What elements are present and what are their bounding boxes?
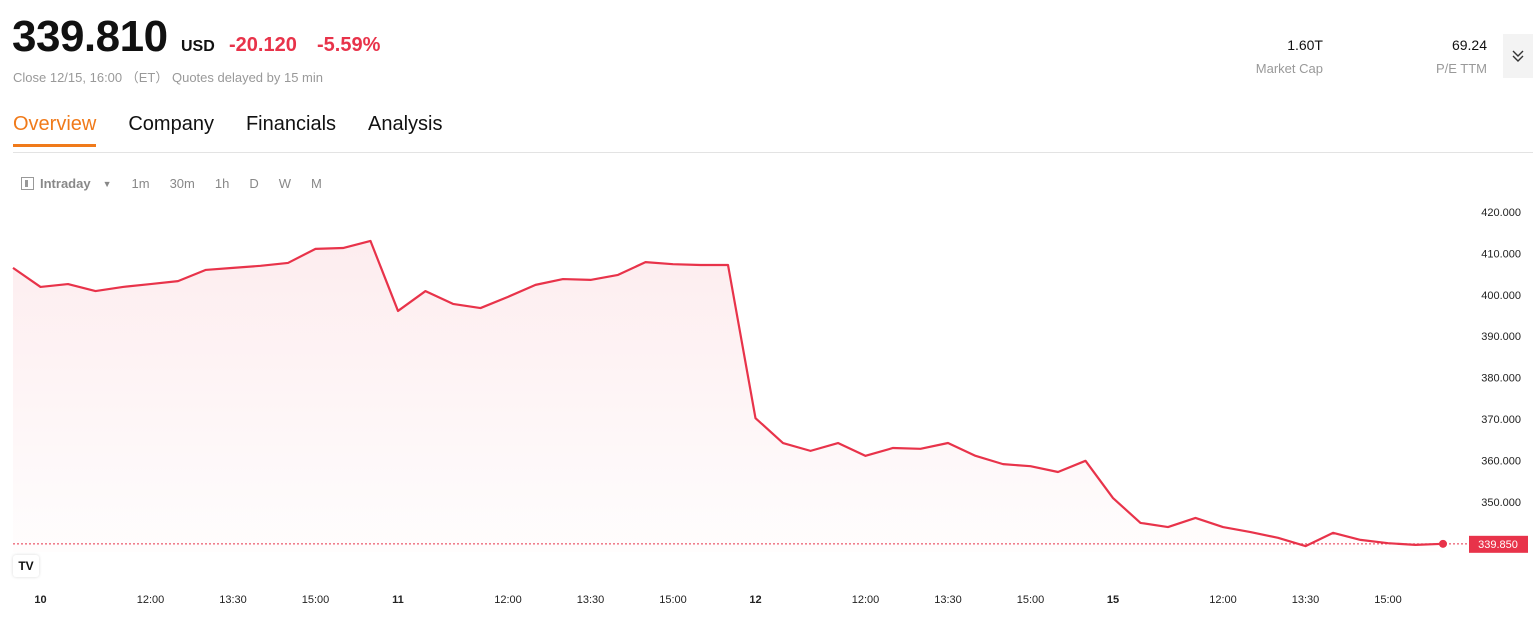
tab-company[interactable]: Company [128,113,214,135]
chart-type-icon [21,177,34,190]
range-m[interactable]: M [311,176,322,191]
range-d[interactable]: D [249,176,259,191]
tab-financials[interactable]: Financials [245,113,337,135]
price-change: -20.120 [229,34,297,56]
x-tick-label: 11 [392,594,404,606]
range-selector: Intraday ▼ 1m 30m 1h D W M [21,176,322,191]
y-tick-label: 370.000 [1481,414,1521,426]
divider [13,152,1533,153]
y-tick-label: 400.000 [1481,290,1521,302]
y-tick-label: 390.000 [1481,331,1521,343]
stat-value: 1.60T [1287,37,1323,53]
intraday-dropdown[interactable]: Intraday ▼ [21,176,112,191]
stat-label: Market Cap [1255,61,1323,76]
price-change-percent: -5.59% [317,34,381,56]
tradingview-logo[interactable]: TV [13,555,39,577]
price-line [12,239,1444,548]
y-tick-label: 380.000 [1481,373,1521,385]
range-1m[interactable]: 1m [131,176,150,191]
last-price-dot [1439,539,1447,548]
x-tick-label: 12:00 [494,594,522,606]
range-30m[interactable]: 30m [169,176,195,191]
x-tick-label: 12:00 [852,594,880,606]
price: 339.810 [12,12,168,61]
currency: USD [181,38,215,55]
y-tick-label: 360.000 [1481,455,1521,467]
price-area [13,240,1443,553]
intraday-label: Intraday [40,176,91,191]
x-tick-label: 13:30 [1292,594,1320,606]
x-tick-label: 12:00 [1209,594,1237,606]
quote-status: Close 12/15, 16:00 （ET） Quotes delayed b… [13,70,324,85]
range-1h[interactable]: 1h [214,176,230,191]
expand-button[interactable] [1503,34,1533,78]
x-tick-label: 15:00 [1374,594,1402,606]
x-tick-label: 15:00 [302,594,330,606]
tab-bar: Overview Company Financials Analysis [13,113,443,147]
y-tick-label: 350.000 [1481,497,1521,509]
caret-down-icon: ▼ [102,178,112,189]
x-tick-label: 15 [1107,594,1119,606]
y-tick-label: 410.000 [1481,248,1521,260]
last-price-badge [1469,535,1528,553]
last-price-label: 339.850 [1478,539,1518,551]
x-tick-label: 13:30 [577,594,605,606]
x-tick-label: 12 [749,594,761,606]
range-w[interactable]: W [278,176,291,191]
stat-market-cap: 1.60T Market Cap [1256,37,1323,76]
x-tick-label: 12:00 [137,594,165,606]
x-tick-label: 15:00 [659,594,687,606]
tab-overview[interactable]: Overview [13,113,97,147]
x-tick-label: 13:30 [219,594,247,606]
tab-analysis[interactable]: Analysis [368,113,443,135]
x-tick-label: 10 [34,594,46,606]
stat-value: 69.24 [1451,37,1487,53]
y-tick-label: 420.000 [1481,207,1521,219]
stat-label: P/E TTM [1435,61,1487,76]
x-tick-label: 13:30 [934,594,962,606]
x-tick-label: 15:00 [1017,594,1045,606]
double-chevron-down-icon [1512,50,1524,62]
stat-pe-ttm: 69.24 P/E TTM [1436,37,1487,76]
